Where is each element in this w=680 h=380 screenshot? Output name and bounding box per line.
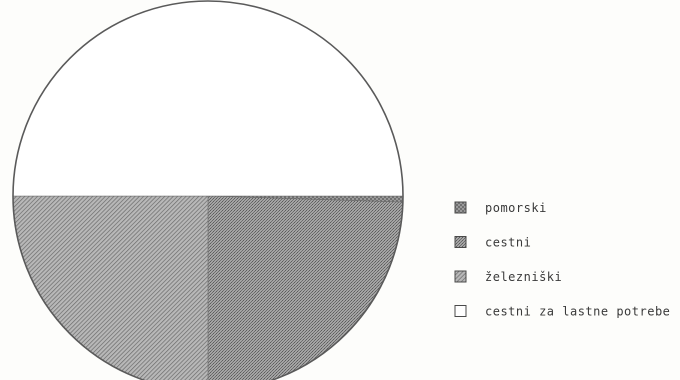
legend-swatch-0 <box>454 201 467 214</box>
legend-label-2: železniški <box>485 270 562 284</box>
legend-swatch-1 <box>454 236 467 248</box>
legend-label-1: cestni <box>485 236 531 250</box>
pie-slice-3 <box>12 0 404 197</box>
legend-label-0: pomorski <box>485 201 547 215</box>
pie-slice-2 <box>12 195 209 380</box>
pie-slice-1 <box>207 195 404 380</box>
pie-outline <box>12 0 404 380</box>
legend: pomorski cestni železniški cestni za lastne… <box>454 201 670 319</box>
legend-label-3: cestni za lastne potrebe <box>485 305 670 319</box>
pie-slices <box>12 0 404 380</box>
legend-swatch-3 <box>454 305 467 317</box>
legend-swatch-2 <box>454 270 467 283</box>
